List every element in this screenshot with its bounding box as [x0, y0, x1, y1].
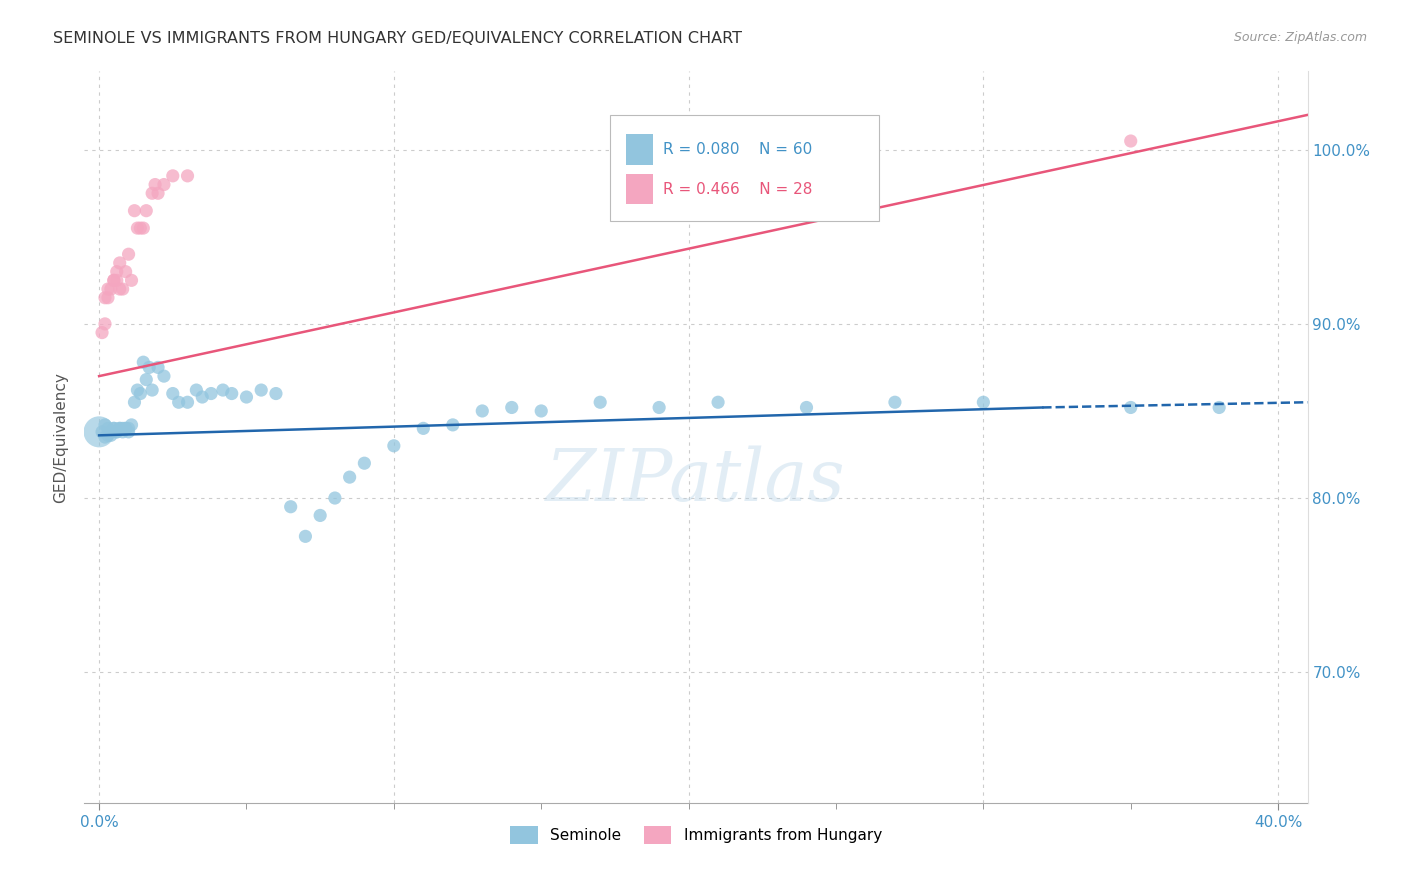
Point: [87, 425, 110, 439]
Point: [884, 395, 907, 409]
Point: [105, 425, 128, 439]
Point: [648, 401, 671, 415]
Point: [501, 401, 523, 415]
Point: [176, 395, 198, 409]
Point: [108, 421, 131, 435]
Point: [141, 383, 163, 397]
Point: [100, 428, 122, 442]
FancyBboxPatch shape: [626, 135, 654, 165]
Text: R = 0.080    N = 60: R = 0.080 N = 60: [664, 142, 813, 157]
Point: [1208, 401, 1230, 415]
Point: [121, 417, 143, 432]
Point: [114, 421, 136, 435]
Point: [250, 383, 273, 397]
Text: R = 0.466    N = 28: R = 0.466 N = 28: [664, 182, 813, 196]
Point: [111, 421, 134, 435]
Point: [530, 404, 553, 418]
Point: [153, 369, 176, 384]
Point: [176, 169, 198, 183]
FancyBboxPatch shape: [626, 174, 654, 204]
Point: [589, 395, 612, 409]
Point: [339, 470, 361, 484]
Point: [135, 203, 157, 218]
Point: [264, 386, 287, 401]
Point: [105, 265, 128, 279]
Legend: Seminole, Immigrants from Hungary: Seminole, Immigrants from Hungary: [503, 820, 889, 850]
Point: [94, 417, 117, 432]
Point: [97, 282, 120, 296]
Point: [294, 529, 316, 543]
Text: ZIPatlas: ZIPatlas: [546, 446, 846, 516]
Point: [167, 395, 190, 409]
Point: [111, 425, 134, 439]
Point: [127, 221, 149, 235]
Point: [796, 401, 818, 415]
Point: [132, 355, 155, 369]
Point: [353, 456, 375, 470]
Y-axis label: GED/Equivalency: GED/Equivalency: [53, 372, 69, 502]
Point: [212, 383, 235, 397]
Point: [235, 390, 257, 404]
Point: [153, 178, 176, 192]
Point: [94, 430, 117, 444]
Point: [105, 273, 128, 287]
Point: [146, 360, 169, 375]
Point: [124, 203, 146, 218]
Point: [103, 273, 125, 287]
Point: [127, 383, 149, 397]
Point: [135, 373, 157, 387]
Point: [138, 360, 160, 375]
Point: [100, 282, 122, 296]
Text: SEMINOLE VS IMMIGRANTS FROM HUNGARY GED/EQUIVALENCY CORRELATION CHART: SEMINOLE VS IMMIGRANTS FROM HUNGARY GED/…: [53, 31, 742, 46]
Point: [114, 265, 136, 279]
Point: [309, 508, 332, 523]
Point: [108, 256, 131, 270]
Point: [94, 291, 117, 305]
Point: [94, 317, 117, 331]
Point: [471, 404, 494, 418]
Point: [97, 421, 120, 435]
Point: [117, 425, 139, 439]
Point: [103, 273, 125, 287]
Point: [441, 417, 464, 432]
Point: [141, 186, 163, 201]
Point: [132, 221, 155, 235]
Point: [100, 425, 122, 439]
Point: [382, 439, 405, 453]
Point: [280, 500, 302, 514]
Point: [707, 395, 730, 409]
Text: Source: ZipAtlas.com: Source: ZipAtlas.com: [1233, 31, 1367, 45]
Point: [1119, 401, 1142, 415]
Point: [103, 421, 125, 435]
Point: [91, 326, 114, 340]
Point: [129, 221, 152, 235]
Point: [103, 421, 125, 435]
Point: [412, 421, 434, 435]
Point: [97, 428, 120, 442]
Point: [186, 383, 208, 397]
Point: [91, 425, 114, 439]
Point: [124, 395, 146, 409]
Point: [121, 273, 143, 287]
Point: [111, 282, 134, 296]
Point: [117, 421, 139, 435]
Point: [162, 169, 184, 183]
Point: [129, 386, 152, 401]
Point: [105, 425, 128, 439]
Point: [117, 247, 139, 261]
Point: [1119, 134, 1142, 148]
Point: [143, 178, 166, 192]
Point: [191, 390, 214, 404]
Point: [200, 386, 222, 401]
Point: [221, 386, 243, 401]
Point: [972, 395, 994, 409]
FancyBboxPatch shape: [610, 115, 880, 221]
Point: [108, 421, 131, 435]
Point: [162, 386, 184, 401]
Point: [97, 291, 120, 305]
Point: [146, 186, 169, 201]
Point: [108, 282, 131, 296]
Point: [114, 421, 136, 435]
Point: [323, 491, 346, 505]
